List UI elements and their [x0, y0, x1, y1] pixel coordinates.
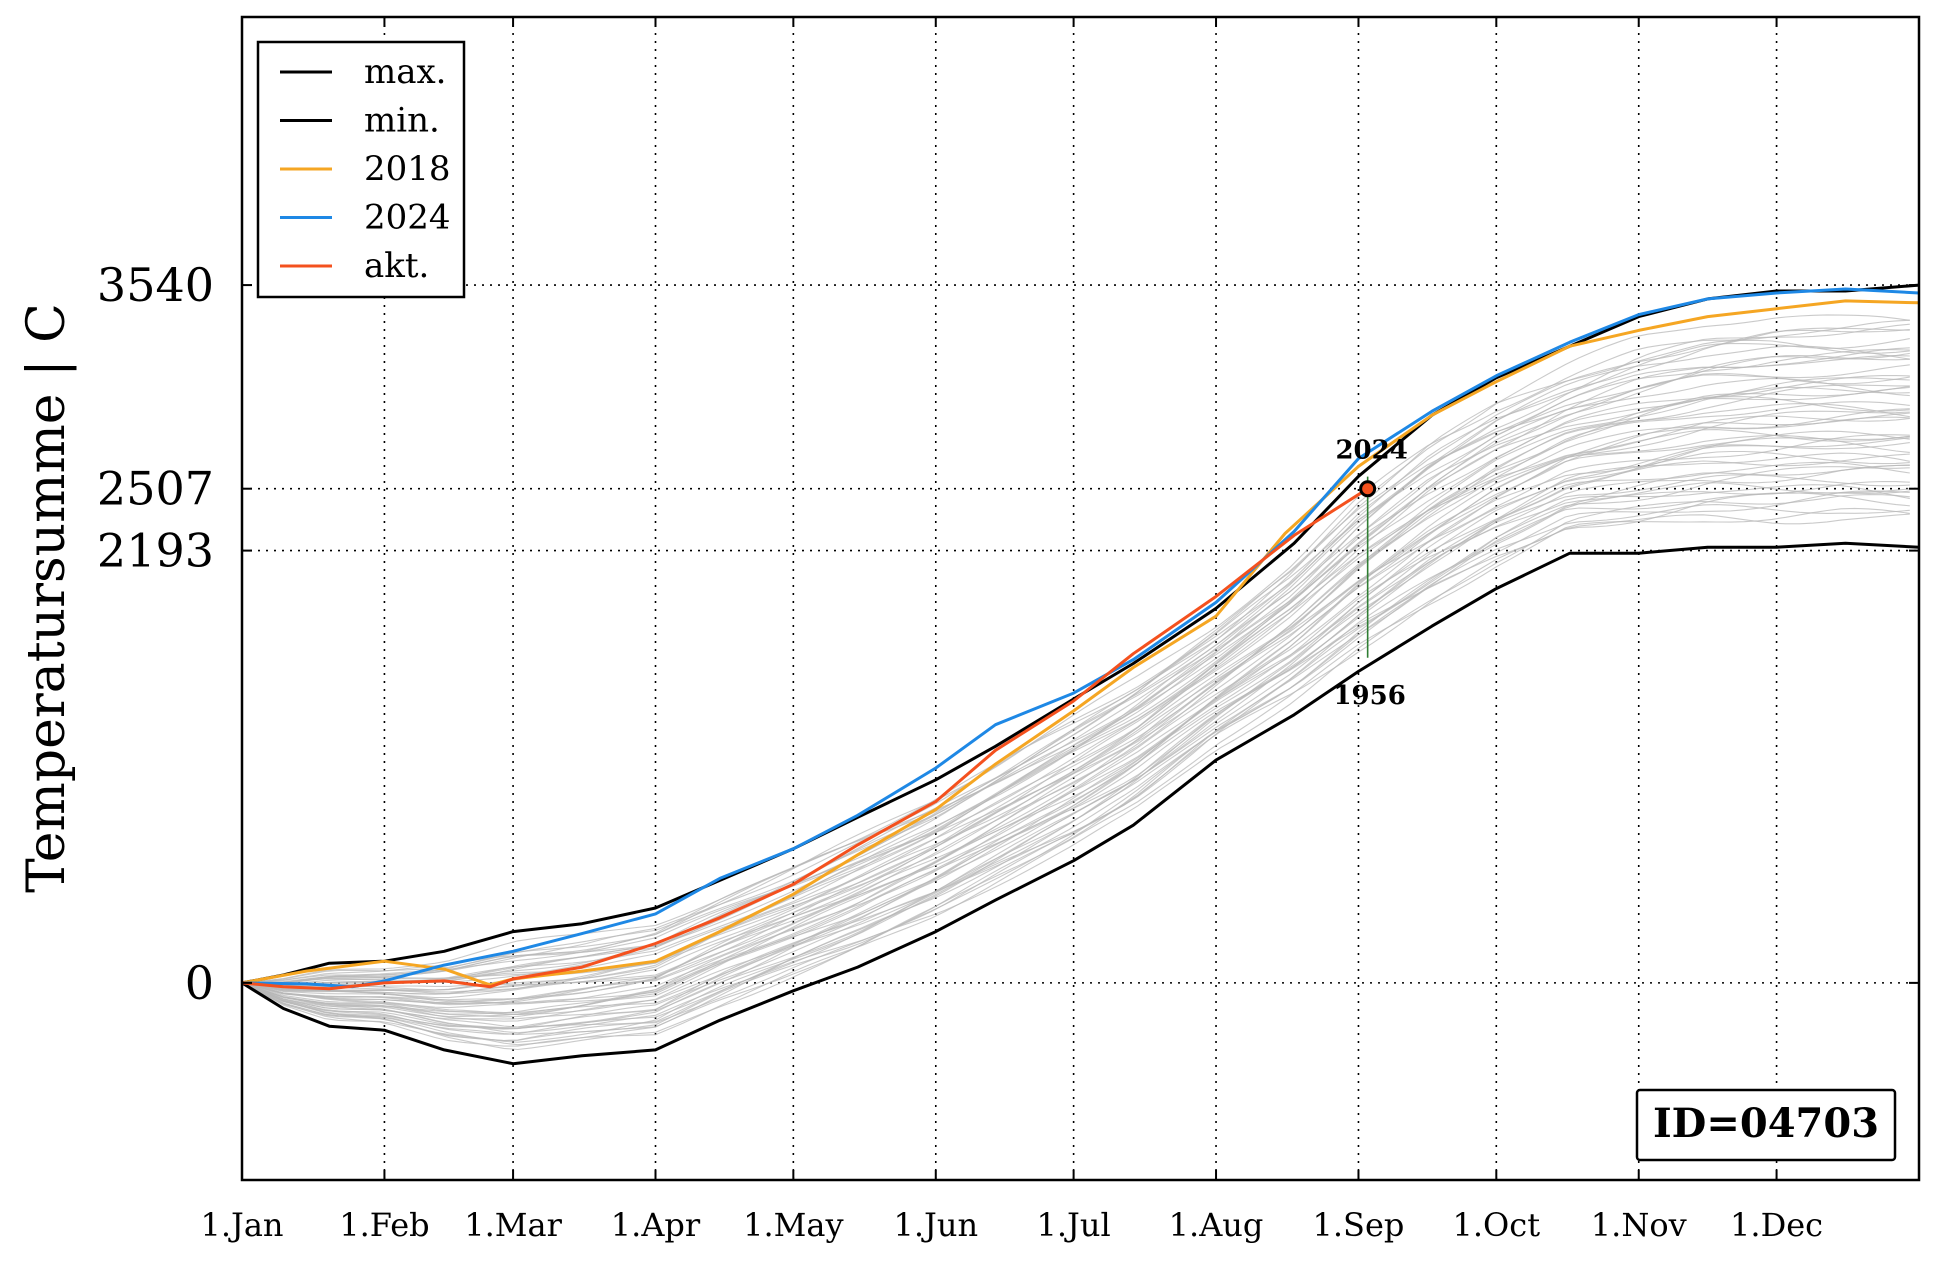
- x-tick-label: 1.Jun: [893, 1206, 978, 1244]
- historical-year-line: [241, 452, 1910, 1018]
- x-tick-label: 1.Mar: [464, 1206, 562, 1244]
- current-value-point: [1359, 480, 1377, 498]
- historical-year-line: [241, 408, 1910, 1003]
- max-year-label: 2024: [1335, 436, 1407, 466]
- station-id-frame: [1635, 1088, 1897, 1162]
- y-tick-label: 3540: [97, 258, 214, 312]
- x-tick-label: 1.Aug: [1169, 1206, 1264, 1244]
- historical-year-line: [241, 461, 1910, 1020]
- historical-year-line: [241, 319, 1910, 984]
- historical-year-line: [241, 416, 1910, 1006]
- historical-year-line: [241, 450, 1910, 1016]
- historical-year-line: [241, 437, 1910, 1018]
- legend-label: max.: [364, 52, 447, 92]
- x-tick-label: 1.Apr: [611, 1206, 701, 1244]
- legend-label: 2024: [364, 198, 451, 238]
- y-axis-ticks: 0 2193 2507 3540: [97, 258, 1919, 1010]
- y-tick-label: 2507: [97, 462, 214, 516]
- x-tick-label: 1.Dec: [1730, 1206, 1823, 1244]
- series-lines: [241, 283, 1920, 1066]
- historical-year-line: [242, 349, 1910, 984]
- historical-year-line: [241, 492, 1910, 1036]
- historical-year-line: [241, 352, 1910, 988]
- legend-label: 2018: [364, 149, 451, 189]
- historical-year-line: [241, 513, 1910, 1051]
- historical-year-line: [241, 372, 1910, 985]
- historical-year-line: [241, 355, 1910, 987]
- x-tick-label: 1.Feb: [339, 1206, 429, 1244]
- station-id-label: ID=04703: [1653, 1100, 1879, 1147]
- min-year-label: 1956: [1333, 681, 1405, 711]
- historical-year-line: [241, 386, 1910, 991]
- x-tick-label: 1.Oct: [1453, 1206, 1541, 1244]
- historical-year-line: [241, 323, 1910, 985]
- x-tick-label: 1.Sep: [1313, 1206, 1405, 1244]
- x-axis-ticks: 1.Jan 1.Feb 1.Mar 1.Apr 1.May 1.Jun 1.Jul 1.Aug…: [200, 17, 1823, 1244]
- legend-label: min.: [364, 101, 440, 141]
- legend-label: akt.: [364, 246, 429, 286]
- historical-year-line: [241, 412, 1910, 1005]
- historical-year-line: [241, 434, 1910, 1015]
- y-tick-label: 0: [185, 956, 214, 1010]
- x-tick-label: 1.Nov: [1591, 1206, 1687, 1244]
- historical-year-line: [241, 377, 1910, 986]
- historical-year-line: [241, 504, 1910, 1046]
- station-id-box: ID=04703: [1635, 1088, 1897, 1162]
- historical-year-line: [241, 434, 1910, 1005]
- series-line-akt: [241, 487, 1369, 991]
- historical-year-line: [241, 328, 1910, 984]
- historical-year-line: [241, 314, 1910, 984]
- historical-years-lines: [241, 314, 1910, 1051]
- x-tick-label: 1.Jul: [1037, 1206, 1111, 1244]
- historical-year-line: [241, 464, 1910, 1029]
- series-line-2024: [241, 287, 1920, 989]
- historical-year-line: [241, 507, 1910, 1047]
- x-tick-label: 1.Jan: [200, 1206, 283, 1244]
- x-tick-label: 1.May: [743, 1206, 843, 1244]
- y-tick-label: 2193: [97, 524, 214, 578]
- y-axis-label: Temperatursumme | C: [17, 303, 77, 893]
- series-line-min: [241, 541, 1920, 1066]
- plot-frame: [240, 15, 1921, 1182]
- historical-year-line: [241, 466, 1910, 1029]
- series-line-max: [241, 283, 1920, 985]
- legend: max. min. 2018 2024 akt.: [256, 40, 466, 299]
- historical-year-line: [241, 429, 1910, 1005]
- historical-year-line: [241, 384, 1910, 995]
